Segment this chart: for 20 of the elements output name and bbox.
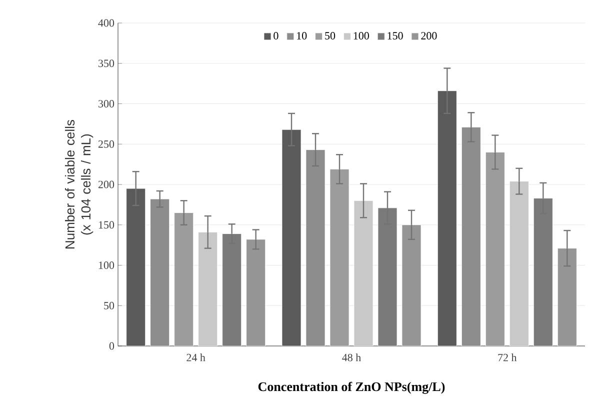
legend-label: 0 [274, 32, 278, 40]
legend-label: 150 [388, 32, 403, 40]
y-tick-label: 100 [98, 262, 114, 269]
legend-label: 200 [421, 32, 437, 40]
y-tick-label: 0 [109, 342, 114, 350]
y-tick-label: 50 [104, 302, 114, 310]
x-tick-label: 48 h [342, 354, 361, 362]
legend-label: 50 [325, 32, 336, 40]
x-tick-label: 72 h [498, 354, 517, 362]
y-tick-label: 200 [98, 180, 114, 188]
y-tick-label: 400 [98, 19, 114, 27]
y-tick-label: 300 [98, 100, 114, 108]
y-axis-title: Number of viable cells (x 104 cells / mL) [64, 120, 94, 248]
legend-label: 100 [354, 32, 369, 40]
x-tick-label: 24 h [186, 354, 206, 362]
legend-label: 10 [297, 32, 307, 40]
y-tick-label: 250 [98, 140, 114, 148]
y-tick-label: 350 [98, 60, 114, 68]
x-axis-title: Concentration of ZnO NPs(mg/L) [258, 382, 445, 394]
y-tick-label: 150 [98, 221, 114, 229]
